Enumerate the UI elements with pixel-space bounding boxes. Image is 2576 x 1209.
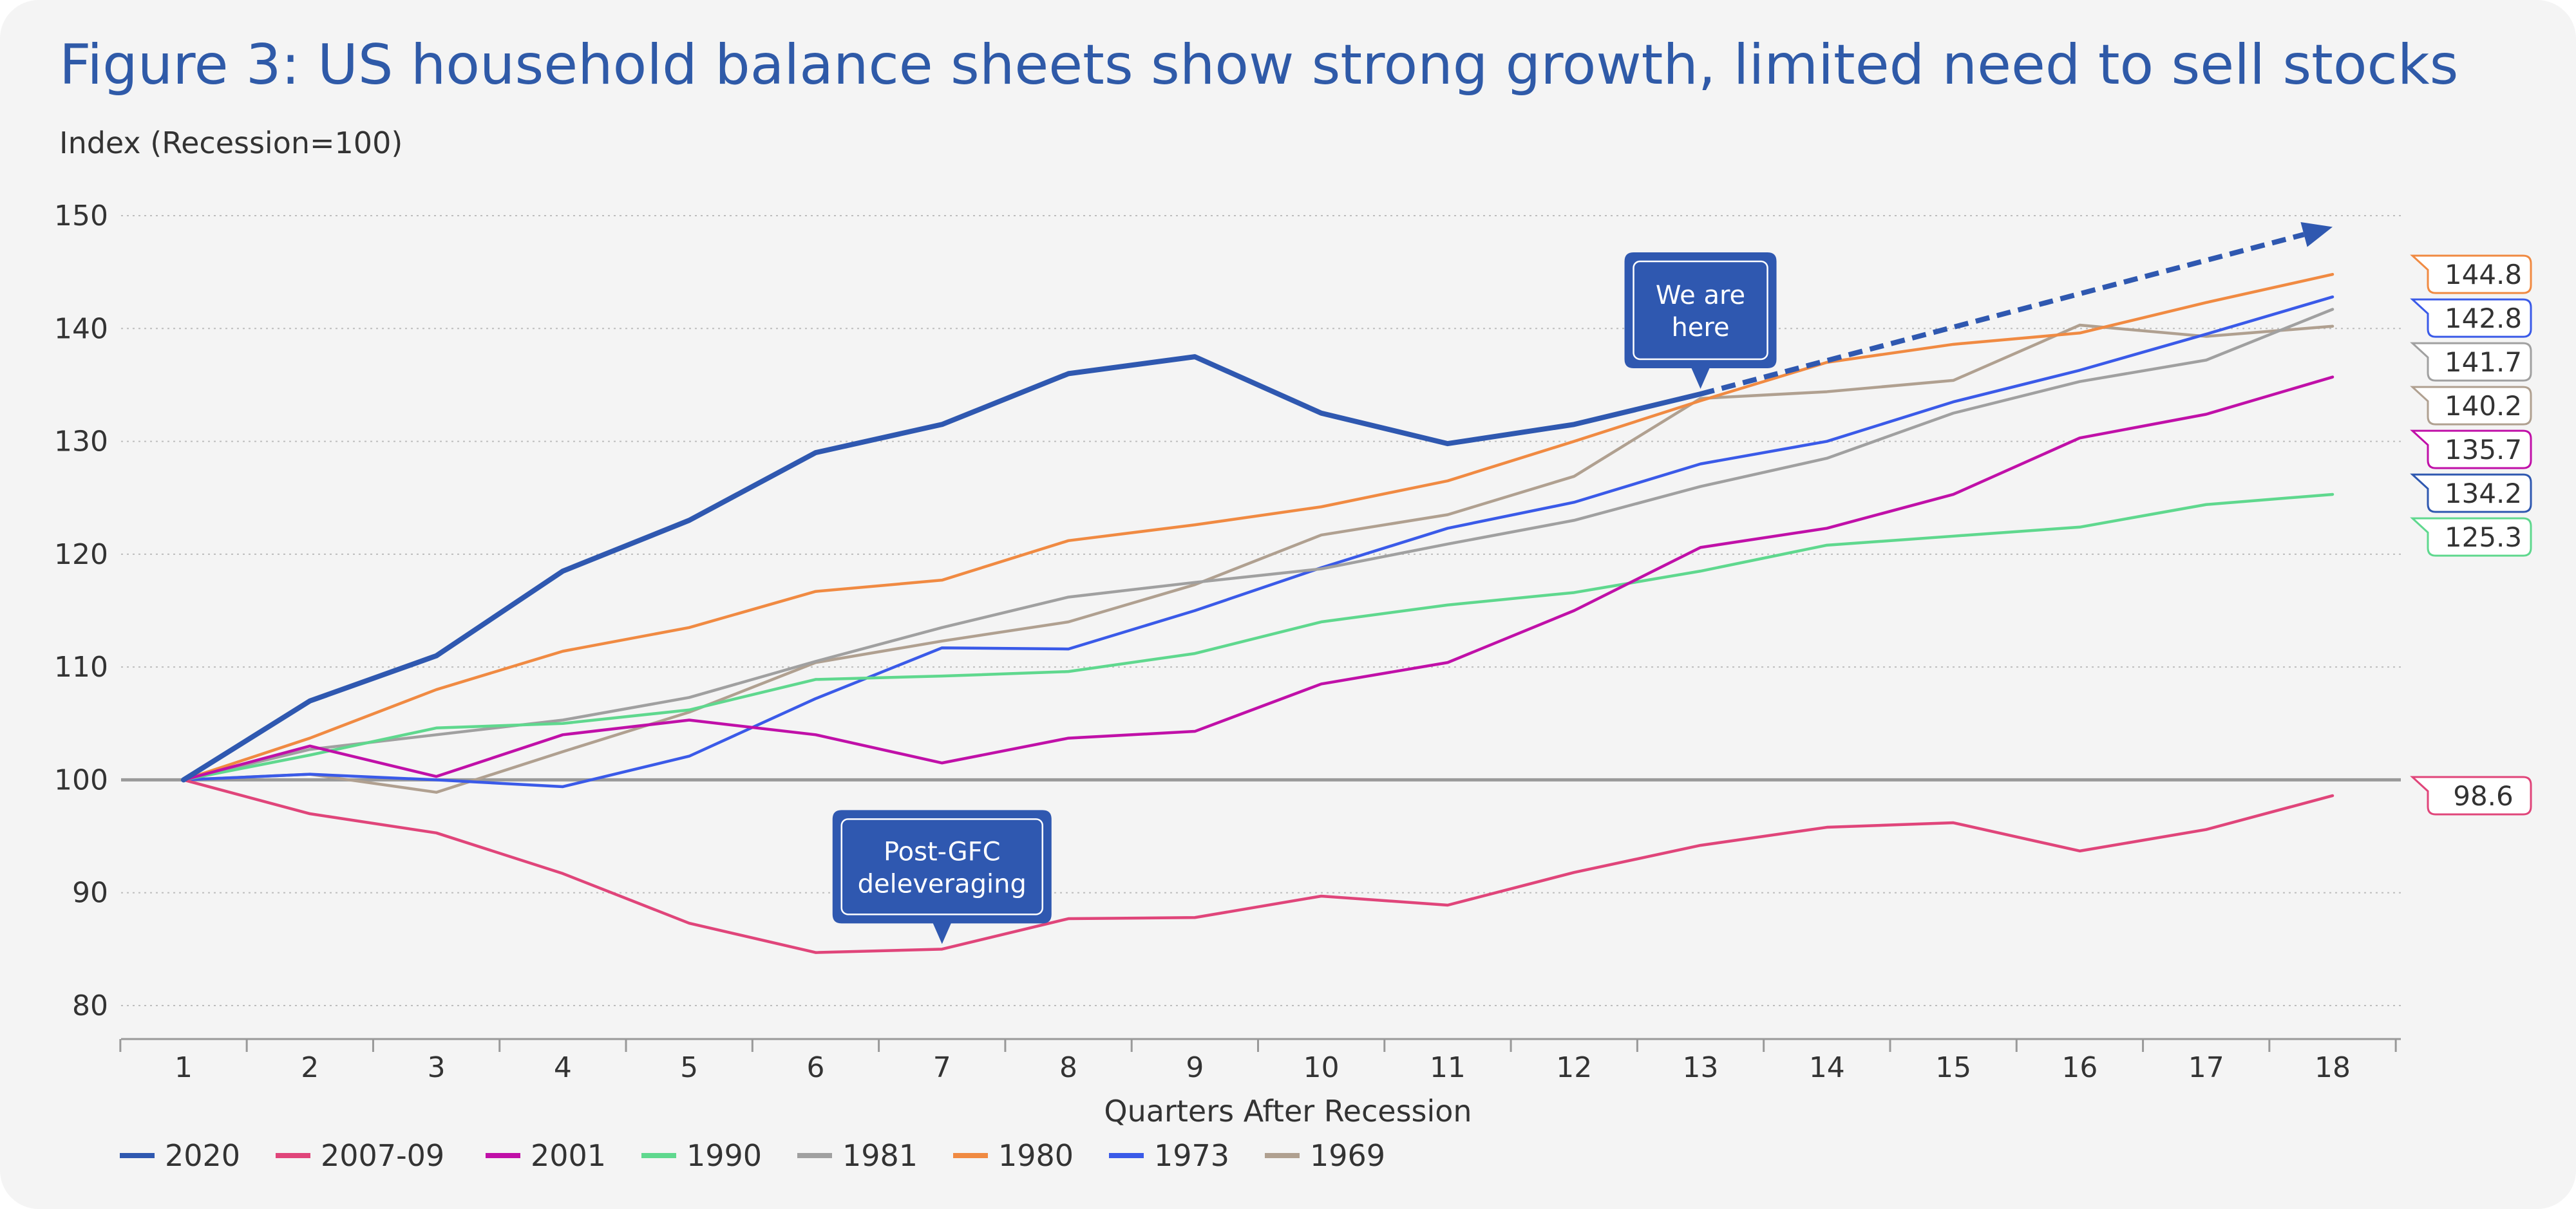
series-line-1980 bbox=[182, 272, 2334, 782]
legend-label: 1980 bbox=[998, 1138, 1074, 1173]
end-label-98.6: 98.6 bbox=[2410, 776, 2532, 816]
y-axis-ticks: 80 90 100 110 120 130 140 150 bbox=[54, 200, 108, 1022]
legend-item-2020: 2020 bbox=[120, 1138, 240, 1173]
end-label-box bbox=[2410, 473, 2532, 513]
x-tick-17: 17 bbox=[2188, 1051, 2224, 1084]
callout-line-1: Post-GFC bbox=[884, 837, 1001, 867]
end-label-text: 134.2 bbox=[2445, 478, 2522, 509]
callout-inner-border bbox=[840, 818, 1044, 915]
legend-item-1969: 1969 bbox=[1265, 1138, 1385, 1173]
x-tick-11: 11 bbox=[1430, 1051, 1466, 1084]
end-label-box bbox=[2410, 517, 2532, 557]
end-label-text: 144.8 bbox=[2445, 259, 2522, 290]
y-tick-120: 120 bbox=[54, 538, 108, 571]
legend-item-1980: 1980 bbox=[953, 1138, 1074, 1173]
x-tick-16: 16 bbox=[2061, 1051, 2098, 1084]
legend-item-2001: 2001 bbox=[486, 1138, 606, 1173]
legend-item-1973: 1973 bbox=[1109, 1138, 1229, 1173]
legend-label: 2007-09 bbox=[321, 1138, 444, 1173]
x-tick-6: 6 bbox=[806, 1051, 824, 1084]
series-line-1973 bbox=[182, 295, 2334, 789]
callout-box bbox=[1624, 252, 1777, 389]
y-tick-110: 110 bbox=[54, 651, 108, 684]
end-label-134.2: 134.2 bbox=[2410, 473, 2532, 513]
end-label-box bbox=[2410, 298, 2532, 338]
legend-label: 1973 bbox=[1154, 1138, 1229, 1173]
x-tick-7: 7 bbox=[933, 1051, 951, 1084]
x-tick-14: 14 bbox=[1809, 1051, 1845, 1084]
legend-item-1981: 1981 bbox=[797, 1138, 918, 1173]
x-tick-2: 2 bbox=[301, 1051, 319, 1084]
end-label-141.7: 141.7 bbox=[2410, 342, 2532, 382]
series-line-2007-09 bbox=[182, 778, 2334, 954]
y-tick-80: 80 bbox=[72, 989, 108, 1022]
legend-label: 1990 bbox=[687, 1138, 762, 1173]
end-label-text: 142.8 bbox=[2445, 303, 2522, 334]
x-axis: 1 2 3 4 5 6 7 8 9 10 11 12 13 14 15 16 17 18 bbox=[119, 1038, 2401, 1084]
legend-label: 1969 bbox=[1310, 1138, 1385, 1173]
callout-line-2: here bbox=[1671, 313, 1729, 342]
end-label-text: 135.7 bbox=[2445, 434, 2522, 465]
y-tick-90: 90 bbox=[72, 877, 108, 910]
x-axis-label: Quarters After Recession bbox=[1104, 1094, 1472, 1129]
x-tick-4: 4 bbox=[554, 1051, 572, 1084]
legend-label: 1981 bbox=[842, 1138, 918, 1173]
end-label-125.3: 125.3 bbox=[2410, 517, 2532, 557]
x-tick-13: 13 bbox=[1683, 1051, 1719, 1084]
x-tick-3: 3 bbox=[428, 1051, 446, 1084]
y-tick-130: 130 bbox=[54, 426, 108, 458]
series-line-1990 bbox=[182, 492, 2334, 782]
end-label-box bbox=[2410, 254, 2532, 294]
x-tick-5: 5 bbox=[680, 1051, 698, 1084]
series-line-1969 bbox=[182, 323, 2334, 794]
y-tick-140: 140 bbox=[54, 312, 108, 345]
chart-title: Figure 3: US household balance sheets sh… bbox=[59, 33, 2458, 97]
series-lines bbox=[181, 221, 2334, 954]
end-label-text: 141.7 bbox=[2445, 346, 2522, 378]
series-line-1981 bbox=[182, 308, 2334, 782]
legend-label: 2001 bbox=[531, 1138, 606, 1173]
callout-line-1: We are bbox=[1656, 281, 1745, 310]
series-line-2001 bbox=[182, 375, 2334, 782]
end-label-142.8: 142.8 bbox=[2410, 298, 2532, 338]
gridlines bbox=[121, 215, 2401, 1006]
end-label-text: 98.6 bbox=[2453, 780, 2514, 812]
y-tick-150: 150 bbox=[54, 200, 108, 232]
legend-item-1990: 1990 bbox=[641, 1138, 762, 1173]
end-label-135.7: 135.7 bbox=[2410, 429, 2532, 469]
projection-arrow-head bbox=[2300, 221, 2333, 247]
legend-label: 2020 bbox=[165, 1138, 240, 1173]
end-label-box bbox=[2410, 776, 2532, 816]
legend-item-2007-09: 2007-09 bbox=[276, 1138, 444, 1173]
y-tick-100: 100 bbox=[54, 764, 108, 796]
end-label-box bbox=[2410, 342, 2532, 382]
end-label-144.8: 144.8 bbox=[2410, 254, 2532, 294]
x-tick-9: 9 bbox=[1186, 1051, 1204, 1084]
end-label-140.2: 140.2 bbox=[2410, 386, 2532, 426]
series-line-2020 bbox=[181, 354, 1703, 783]
x-tick-1: 1 bbox=[175, 1051, 193, 1084]
end-label-text: 125.3 bbox=[2445, 521, 2522, 553]
x-tick-15: 15 bbox=[1935, 1051, 1971, 1084]
end-value-labels: 144.8 142.8 141.7 140.2 135.7 134.2 125.3 98.6 bbox=[2410, 254, 2532, 816]
callout-line-2: deleveraging bbox=[858, 869, 1027, 899]
x-tick-18: 18 bbox=[2315, 1051, 2351, 1084]
projection-line-2020 bbox=[1700, 232, 2305, 397]
callout-we-are-here: We are here bbox=[1624, 252, 1777, 389]
end-label-text: 140.2 bbox=[2445, 390, 2522, 422]
x-tick-10: 10 bbox=[1303, 1051, 1340, 1084]
chart-subtitle: Index (Recession=100) bbox=[59, 126, 402, 160]
end-label-box bbox=[2410, 429, 2532, 469]
callout-box bbox=[832, 810, 1052, 944]
callout-inner-border bbox=[1633, 260, 1768, 361]
legend: 2020 2007-09 2001 1990 1981 1980 1973 1969 bbox=[120, 1138, 1385, 1173]
x-tick-8: 8 bbox=[1059, 1051, 1077, 1084]
end-label-box bbox=[2410, 386, 2532, 426]
x-tick-12: 12 bbox=[1556, 1051, 1592, 1084]
